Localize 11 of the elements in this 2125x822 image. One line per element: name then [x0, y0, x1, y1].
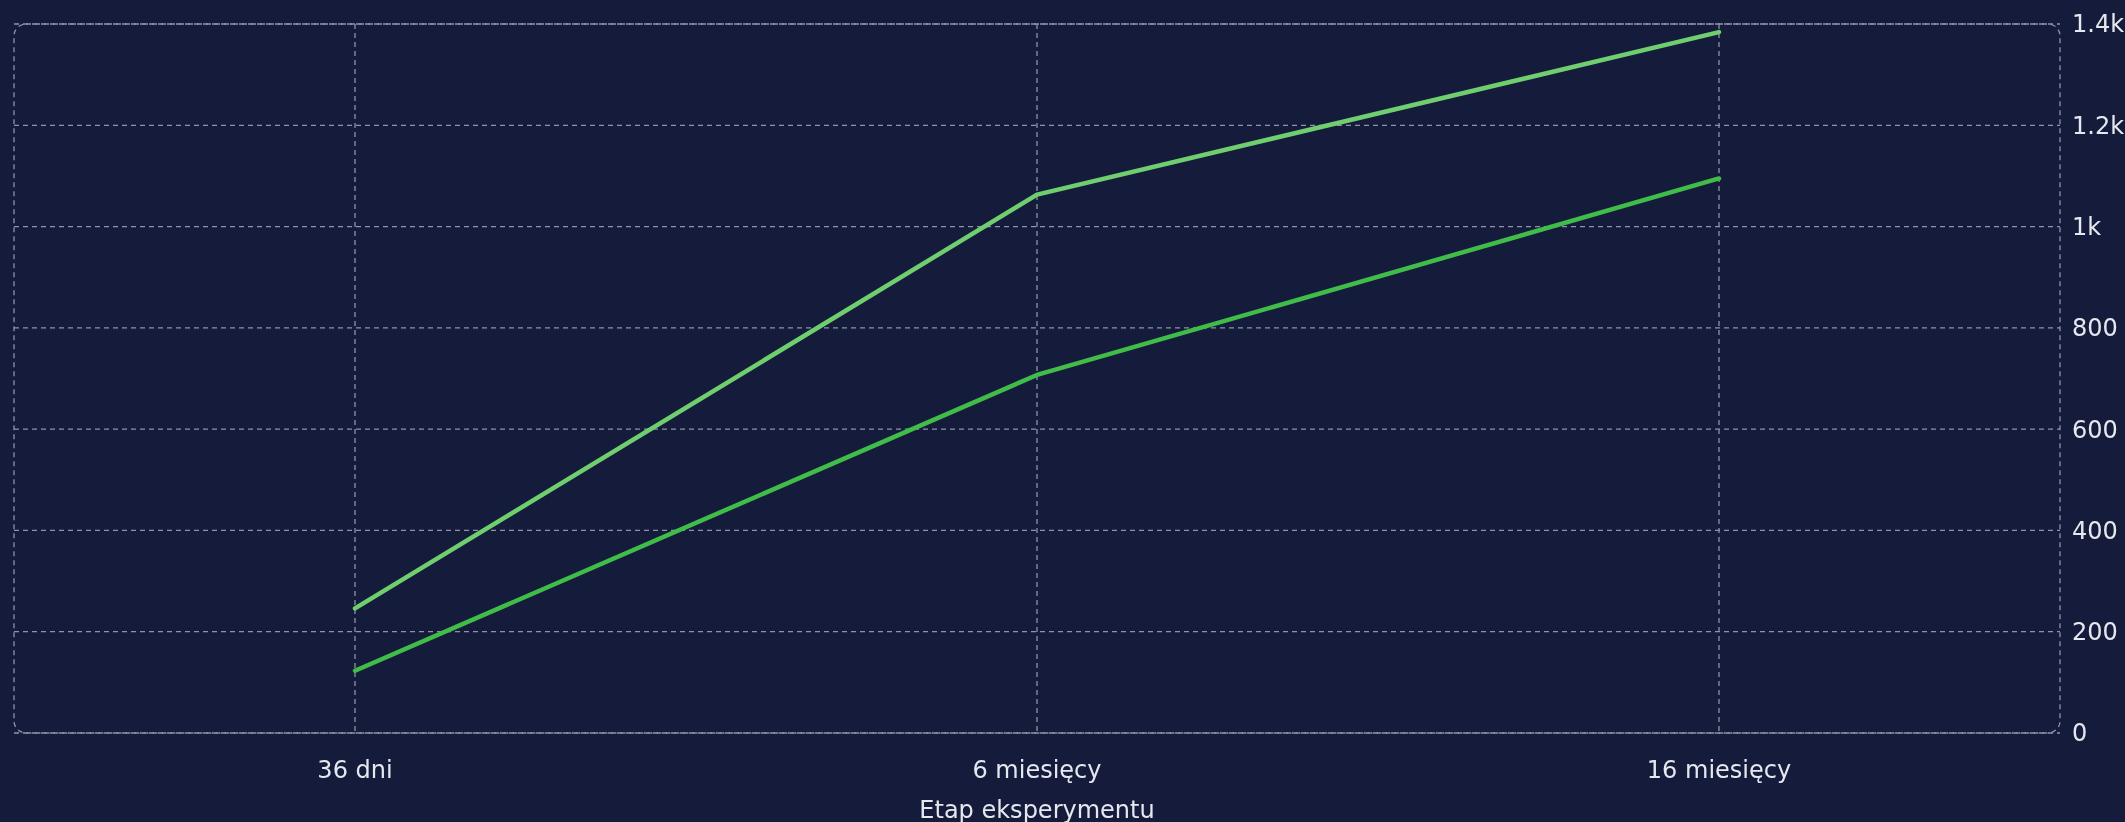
- y-tick-label: 800: [2072, 314, 2118, 343]
- y-tick-label: 600: [2072, 415, 2118, 444]
- y-tick-label: 1.2k: [2072, 111, 2125, 140]
- x-tick-label: 36 dni: [317, 756, 393, 784]
- y-tick-label: 400: [2072, 516, 2118, 545]
- y-tick-label: 1.4k: [2072, 10, 2125, 39]
- x-tick-label: 16 miesięcy: [1646, 756, 1792, 784]
- y-tick-label: 0: [2072, 719, 2088, 748]
- y-tick-label: 1k: [2072, 212, 2102, 241]
- x-tick-label: 6 miesięcy: [972, 756, 1102, 784]
- y-tick-label: 200: [2072, 618, 2118, 647]
